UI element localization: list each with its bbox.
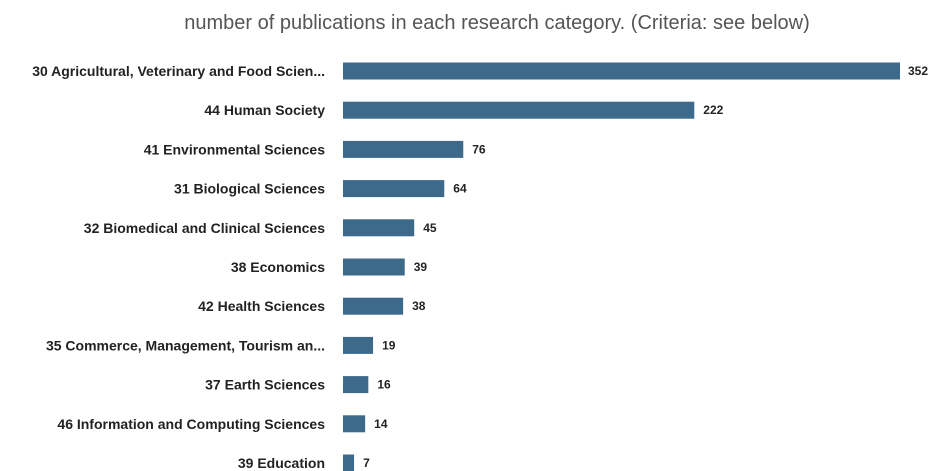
category-label: 39 Education bbox=[238, 455, 325, 471]
value-label: 7 bbox=[363, 456, 370, 470]
value-label: 38 bbox=[412, 299, 426, 313]
value-label: 45 bbox=[423, 221, 437, 235]
category-label: 41 Environmental Sciences bbox=[144, 141, 326, 157]
bar[interactable] bbox=[343, 297, 404, 315]
bar[interactable] bbox=[343, 415, 366, 433]
category-label: 30 Agricultural, Veterinary and Food Sci… bbox=[32, 63, 325, 79]
chart-title: number of publications in each research … bbox=[184, 12, 810, 34]
category-label: 35 Commerce, Management, Tourism an... bbox=[46, 337, 325, 353]
bar[interactable] bbox=[343, 62, 900, 80]
bar[interactable] bbox=[343, 140, 464, 158]
category-label: 38 Economics bbox=[231, 259, 325, 275]
bar[interactable] bbox=[343, 219, 415, 237]
bars-layer: 30 Agricultural, Veterinary and Food Sci… bbox=[32, 62, 928, 471]
bar[interactable] bbox=[343, 454, 355, 471]
category-label: 31 Biological Sciences bbox=[174, 181, 325, 197]
bar[interactable] bbox=[343, 180, 445, 198]
value-label: 76 bbox=[472, 142, 486, 156]
value-label: 64 bbox=[453, 182, 467, 196]
category-label: 32 Biomedical and Clinical Sciences bbox=[84, 220, 325, 236]
value-label: 39 bbox=[414, 260, 428, 274]
value-label: 14 bbox=[374, 417, 388, 431]
category-label: 37 Earth Sciences bbox=[205, 377, 325, 393]
value-label: 19 bbox=[382, 338, 396, 352]
bar[interactable] bbox=[343, 258, 405, 276]
bar[interactable] bbox=[343, 101, 695, 119]
value-label: 16 bbox=[377, 378, 391, 392]
category-label: 46 Information and Computing Sciences bbox=[57, 416, 325, 432]
value-label: 222 bbox=[703, 103, 723, 117]
category-label: 44 Human Society bbox=[204, 102, 325, 118]
value-label: 352 bbox=[908, 64, 928, 78]
category-label: 42 Health Sciences bbox=[198, 298, 325, 314]
bar[interactable] bbox=[343, 336, 374, 354]
bar[interactable] bbox=[343, 376, 369, 394]
